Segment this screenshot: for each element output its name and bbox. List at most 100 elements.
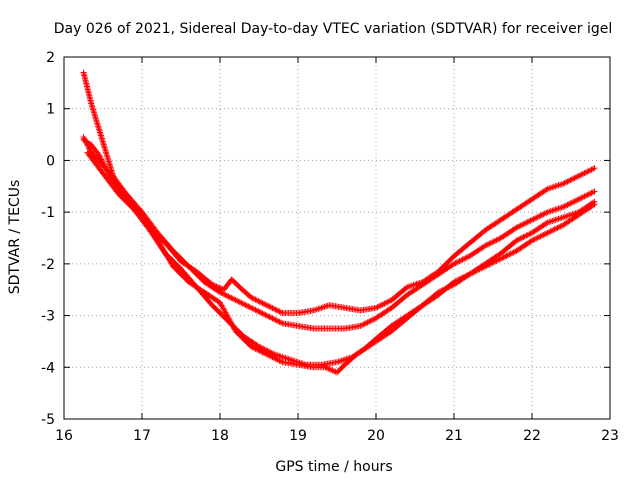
data-point bbox=[538, 232, 545, 239]
data-point bbox=[520, 221, 527, 228]
data-point bbox=[536, 234, 543, 241]
data-point bbox=[487, 260, 494, 267]
data-point bbox=[577, 172, 584, 179]
data-point bbox=[568, 176, 575, 183]
data-point bbox=[530, 236, 537, 243]
plot-frame bbox=[63, 56, 611, 420]
data-point bbox=[572, 197, 579, 204]
data-point bbox=[487, 239, 494, 246]
data-point bbox=[270, 354, 277, 361]
data-point bbox=[252, 306, 259, 313]
data-point bbox=[513, 237, 520, 244]
data-point bbox=[483, 262, 490, 269]
data-point bbox=[506, 251, 513, 258]
data-point bbox=[537, 212, 544, 219]
data-point bbox=[521, 220, 528, 227]
data-point bbox=[239, 300, 246, 307]
data-point bbox=[575, 196, 582, 203]
data-point bbox=[584, 191, 591, 198]
data-point bbox=[255, 297, 262, 304]
data-point bbox=[574, 173, 581, 180]
data-point bbox=[221, 291, 228, 298]
data-point bbox=[328, 366, 335, 373]
data-point bbox=[568, 199, 575, 206]
data-point bbox=[249, 295, 256, 302]
data-point bbox=[462, 273, 469, 280]
data-point bbox=[260, 345, 267, 352]
data-point bbox=[565, 201, 572, 208]
data-point bbox=[269, 305, 276, 312]
data-point bbox=[455, 276, 462, 283]
data-point bbox=[255, 308, 262, 315]
data-point bbox=[218, 290, 225, 297]
data-point bbox=[560, 180, 567, 187]
x-axis-label: GPS time / hours bbox=[275, 459, 392, 475]
data-point bbox=[270, 350, 277, 357]
data-point bbox=[451, 260, 457, 267]
data-point bbox=[482, 242, 489, 249]
data-point bbox=[470, 269, 477, 276]
data-point bbox=[463, 272, 470, 279]
data-point bbox=[251, 295, 258, 302]
data-point bbox=[86, 145, 93, 152]
series-track-3 bbox=[80, 134, 598, 332]
data-point bbox=[242, 301, 249, 308]
data-point bbox=[504, 252, 511, 259]
data-point bbox=[490, 238, 497, 245]
data-point bbox=[323, 364, 330, 371]
data-point bbox=[493, 237, 500, 244]
data-point bbox=[229, 295, 236, 302]
data-point bbox=[248, 304, 255, 311]
data-point bbox=[266, 303, 273, 310]
data-point bbox=[253, 307, 260, 314]
chart-title: Day 026 of 2021, Sidereal Day-to-day VTE… bbox=[54, 21, 613, 37]
y-tick-label: -1 bbox=[41, 205, 55, 221]
data-point bbox=[521, 233, 528, 240]
data-point bbox=[277, 319, 284, 326]
data-point bbox=[263, 312, 270, 319]
data-point bbox=[489, 259, 496, 266]
data-point bbox=[452, 260, 459, 267]
data-point bbox=[262, 311, 269, 318]
data-point bbox=[589, 165, 596, 172]
data-point bbox=[272, 316, 279, 323]
data-point bbox=[584, 168, 591, 175]
data-point bbox=[502, 253, 509, 260]
x-tick-label: 20 bbox=[367, 428, 385, 444]
data-point bbox=[472, 268, 479, 275]
data-point bbox=[272, 355, 279, 362]
data-point bbox=[553, 225, 560, 232]
data-point bbox=[509, 250, 516, 257]
data-point bbox=[259, 300, 266, 307]
data-point bbox=[577, 195, 584, 202]
data-point bbox=[531, 215, 538, 222]
y-tick-label: 2 bbox=[46, 50, 55, 66]
data-point bbox=[363, 320, 370, 327]
data-point bbox=[378, 301, 385, 308]
data-point bbox=[228, 294, 235, 301]
data-point bbox=[588, 166, 595, 173]
x-tick-label: 23 bbox=[601, 428, 619, 444]
y-tick-label: -4 bbox=[41, 360, 55, 376]
data-point bbox=[494, 257, 501, 264]
data-point bbox=[382, 299, 389, 306]
data-point bbox=[385, 298, 392, 305]
data-point bbox=[265, 348, 272, 355]
data-point bbox=[533, 214, 540, 221]
data-point bbox=[585, 168, 592, 175]
data-point bbox=[264, 347, 271, 354]
data-point bbox=[571, 198, 578, 205]
data-point bbox=[260, 300, 267, 307]
data-point bbox=[561, 203, 568, 210]
data-point bbox=[543, 230, 550, 237]
data-point bbox=[493, 257, 500, 264]
data-point bbox=[564, 178, 571, 185]
data-point bbox=[551, 226, 558, 233]
data-point bbox=[257, 344, 264, 351]
data-point bbox=[534, 214, 541, 221]
data-point bbox=[571, 175, 578, 182]
data-point bbox=[591, 188, 598, 195]
data-point bbox=[380, 301, 387, 308]
data-point bbox=[329, 367, 336, 374]
